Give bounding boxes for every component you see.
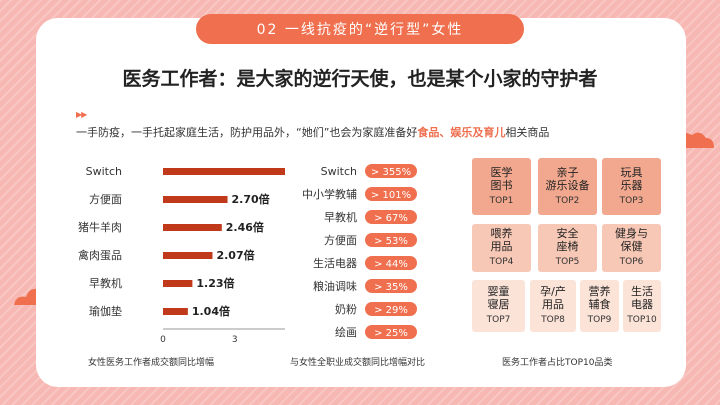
x-tick-label: 3 <box>232 335 238 345</box>
growth-bar-chart: Switch6.27倍方便面2.70倍猪牛羊肉2.46倍禽肉蛋品2.07倍早教机… <box>78 165 285 345</box>
intro-highlight: 食品、娱乐及育儿 <box>417 126 506 139</box>
category-tile-name: 游乐设备 <box>545 178 590 192</box>
bar-category-label: Switch <box>86 165 122 178</box>
category-tile: 玩具 乐器 TOP3 <box>602 158 661 215</box>
category-tile-name: 座椅 <box>556 240 579 253</box>
category-tile-name: 乐器 <box>620 178 643 192</box>
comparison-value-label: > 29% <box>374 305 408 316</box>
category-tile-rank: TOP1 <box>489 195 514 206</box>
bar-category-label: 猪牛羊肉 <box>78 220 122 234</box>
category-tile: 安全 座椅 TOP5 <box>538 224 597 272</box>
category-tile: 生活 电器 TOP10 <box>623 280 661 332</box>
bar <box>163 308 188 315</box>
category-tile: 健身与 保健 TOP6 <box>602 224 661 272</box>
comparison-category-label: 方便面 <box>324 233 357 247</box>
comparison-category-label: 生活电器 <box>313 256 357 270</box>
category-tile-rank: TOP7 <box>486 315 511 325</box>
category-tile: 婴童 寝居 TOP7 <box>472 280 525 332</box>
comparison-category-label: 绘画 <box>335 325 357 339</box>
category-tile-name: 亲子 <box>556 165 579 179</box>
category-tile: 孕/产 用品 TOP8 <box>530 280 576 332</box>
category-tile: 医学 图书 TOP1 <box>472 158 531 215</box>
category-tile-name: 保健 <box>620 240 643 253</box>
bar-category-label: 方便面 <box>89 192 122 206</box>
bar-value-label: 1.23倍 <box>196 276 234 290</box>
comparison-pill <box>365 164 417 178</box>
category-tile-name: 健身与 <box>615 227 648 240</box>
bar-category-label: 禽肉蛋品 <box>78 248 122 262</box>
comparison-value-label: > 25% <box>374 328 408 339</box>
category-tile-name: 生活 <box>631 285 653 298</box>
category-tile-rank: TOP5 <box>555 257 580 267</box>
comparison-category-label: 早教机 <box>324 210 357 224</box>
category-tile-rank: TOP3 <box>619 195 644 206</box>
bar-value-label: 1.04倍 <box>192 304 230 318</box>
comparison-pill <box>365 302 417 316</box>
category-tile: 营养 辅食 TOP9 <box>580 280 619 332</box>
bar-category-label: 早教机 <box>89 276 122 290</box>
category-tile-name: 寝居 <box>487 298 510 311</box>
bar <box>163 252 213 259</box>
bar-category-label: 瑜伽垫 <box>89 304 122 318</box>
comparison-pill <box>365 233 417 247</box>
category-tile-rank: TOP9 <box>587 315 612 325</box>
comparison-pill <box>365 210 417 224</box>
bar <box>163 168 285 175</box>
comparison-category-label: 中小学教辅 <box>302 187 357 201</box>
comparison-pill <box>365 325 417 339</box>
intro-suffix: 相关商品 <box>505 126 550 139</box>
comparison-value-label: > 53% <box>374 236 408 247</box>
bar-value-label: 2.46倍 <box>226 220 264 234</box>
category-tile-name: 电器 <box>631 298 653 311</box>
category-tile-name: 安全 <box>556 227 579 240</box>
comparison-value-label: > 355% <box>371 167 411 178</box>
intro-prefix: 一手防疫，一手托起家庭生活，防护用品外，“她们”也会为家庭准备好 <box>76 126 418 139</box>
comparison-pill <box>365 187 417 201</box>
category-tile-rank: TOP4 <box>489 257 514 267</box>
bar <box>163 224 222 231</box>
category-tile-name: 婴童 <box>487 285 510 298</box>
category-tile-name: 喂养 <box>490 227 513 240</box>
comparison-pill <box>365 256 417 270</box>
category-tile-rank: TOP2 <box>555 195 580 206</box>
bar-value-label: 2.70倍 <box>232 192 270 206</box>
category-tile: 亲子 游乐设备 TOP2 <box>538 158 597 215</box>
comparison-category-label: Switch <box>321 165 357 178</box>
category-tile-name: 营养 <box>588 285 611 298</box>
category-tile-name: 孕/产 <box>540 285 566 298</box>
bar <box>163 280 193 287</box>
comparison-value-label: > 44% <box>374 259 408 270</box>
category-tile-name: 辅食 <box>588 298 611 311</box>
x-tick-label: 0 <box>160 335 166 345</box>
comparison-caption: 与女性全职业成交额同比增幅对比 <box>290 358 426 368</box>
category-tile-name: 用品 <box>542 298 564 311</box>
comparison-list: Switch > 355% 中小学教辅 > 101% 早教机 > 67% 方便面 > 53% 生… <box>302 164 417 339</box>
bar-chart-caption: 女性医务工作者成交额同比增幅 <box>88 358 215 368</box>
category-tile-name: 图书 <box>490 178 513 192</box>
arrow-marker-icon: ▶▶ <box>76 110 87 119</box>
bar-value-label: 2.07倍 <box>216 248 254 262</box>
bar <box>163 196 228 203</box>
category-tile-rank: TOP10 <box>627 315 657 325</box>
category-tile-name: 玩具 <box>620 165 643 179</box>
comparison-value-label: > 35% <box>374 282 408 293</box>
top10-category-grid: 医学 图书 TOP1 亲子 游乐设备 TOP2 玩具 乐器 TOP3 喂养 用品 TOP4 安全 座椅 TO… <box>470 158 661 334</box>
headline: 医务工作者：是大家的逆行天使，也是某个小家的守护者 <box>122 68 598 90</box>
comparison-value-label: > 67% <box>374 213 408 224</box>
category-tile-rank: TOP6 <box>619 257 644 267</box>
section-title: 02 一线抗疫的“逆行型”女性 <box>196 14 524 44</box>
comparison-category-label: 粮油调味 <box>313 279 357 293</box>
category-tile-name: 用品 <box>490 240 513 253</box>
comparison-category-label: 奶粉 <box>335 302 357 316</box>
category-tile: 喂养 用品 TOP4 <box>472 224 531 272</box>
comparison-value-label: > 101% <box>371 190 411 201</box>
comparison-pill <box>365 279 417 293</box>
top10-caption: 医务工作者占比TOP10品类 <box>502 358 613 368</box>
intro-text: 一手防疫，一手托起家庭生活，防护用品外，“她们”也会为家庭准备好食品、娱乐及育儿… <box>76 124 549 140</box>
category-tile-name: 医学 <box>490 165 513 179</box>
category-tile-rank: TOP8 <box>541 315 565 325</box>
